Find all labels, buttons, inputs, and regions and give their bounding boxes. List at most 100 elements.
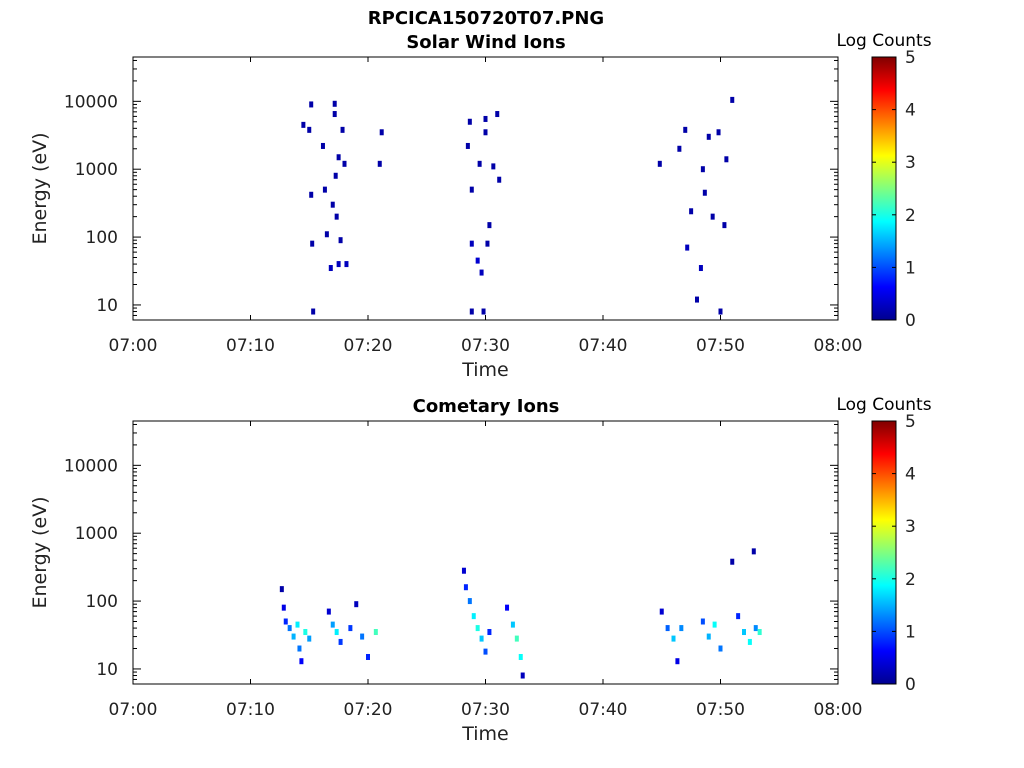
colorbar-tick-label: 5 bbox=[905, 48, 916, 68]
colorbar-tick-label: 3 bbox=[905, 153, 916, 173]
data-cell bbox=[469, 186, 474, 193]
data-cell bbox=[330, 621, 335, 628]
data-cell bbox=[344, 261, 349, 268]
data-cell bbox=[279, 586, 284, 593]
data-cell bbox=[379, 129, 384, 136]
data-cell bbox=[479, 269, 484, 276]
data-cell bbox=[495, 111, 500, 118]
colorbar-tick-label: 0 bbox=[905, 311, 916, 331]
x-tick-label: 07:30 bbox=[461, 336, 510, 356]
x-tick-label: 07:20 bbox=[344, 336, 393, 356]
data-cell bbox=[373, 629, 378, 636]
panel-1: 07:00 07:10 07:20 07:30 07:40 07:50 08:00 10 100… bbox=[29, 48, 916, 381]
colorbar-tick-label: 3 bbox=[905, 517, 916, 537]
data-cell bbox=[700, 166, 705, 173]
data-cell bbox=[303, 629, 308, 636]
data-cell bbox=[301, 121, 306, 128]
data-cell bbox=[487, 629, 492, 636]
data-cell bbox=[334, 629, 339, 636]
colorbar bbox=[871, 56, 897, 321]
y-tick-label: 100 bbox=[86, 592, 118, 612]
y-tick-label: 10000 bbox=[64, 456, 118, 476]
data-cell bbox=[698, 265, 703, 272]
y-tick-label: 100 bbox=[86, 228, 118, 248]
data-cell bbox=[706, 633, 711, 640]
data-cell bbox=[336, 154, 341, 161]
data-cell bbox=[724, 156, 729, 163]
colorbar bbox=[871, 420, 897, 685]
y-tick-label: 1000 bbox=[75, 524, 118, 544]
x-axis-label: Time bbox=[461, 723, 509, 745]
data-cell bbox=[309, 191, 314, 198]
y-tick-label: 10 bbox=[96, 296, 118, 316]
data-cell bbox=[751, 548, 756, 555]
x-tick-label: 07:10 bbox=[226, 336, 275, 356]
data-cell bbox=[742, 629, 746, 636]
data-cell bbox=[297, 645, 302, 652]
x-axis-label: Time bbox=[461, 359, 509, 381]
data-cell bbox=[722, 222, 727, 229]
data-cell bbox=[469, 240, 474, 247]
data-cell bbox=[718, 308, 723, 315]
colorbar-tick-label: 4 bbox=[905, 101, 916, 121]
data-cell bbox=[659, 608, 664, 615]
data-cell bbox=[475, 257, 480, 264]
plot-frame bbox=[132, 420, 839, 685]
data-cell bbox=[483, 648, 488, 655]
x-tick-label: 07:50 bbox=[696, 700, 745, 720]
x-tick-label: 08:00 bbox=[814, 336, 863, 356]
x-tick-label: 07:50 bbox=[696, 336, 745, 356]
colorbar-tick-label: 5 bbox=[905, 412, 916, 432]
x-tick-label: 07:10 bbox=[226, 700, 275, 720]
data-cell bbox=[677, 145, 682, 152]
data-cell bbox=[520, 672, 525, 679]
data-cell bbox=[712, 621, 717, 628]
page-title: RPCICA150720T07.PNG bbox=[367, 8, 605, 29]
data-cell bbox=[700, 618, 705, 625]
data-cell bbox=[706, 133, 711, 140]
data-cell bbox=[710, 213, 715, 220]
data-cell bbox=[671, 635, 676, 642]
data-cell bbox=[328, 265, 333, 272]
data-cell bbox=[685, 244, 690, 251]
data-cell bbox=[322, 186, 327, 193]
data-cell bbox=[730, 96, 735, 103]
data-cell bbox=[465, 142, 470, 149]
data-cell bbox=[332, 100, 337, 107]
data-cell bbox=[487, 222, 492, 229]
data-cell bbox=[291, 633, 296, 640]
data-cell bbox=[736, 613, 741, 620]
data-cell bbox=[514, 635, 519, 642]
data-cell bbox=[338, 237, 343, 244]
x-tick-label: 07:00 bbox=[109, 336, 158, 356]
x-tick-label: 07:40 bbox=[579, 336, 628, 356]
data-cell bbox=[463, 584, 468, 591]
data-cell bbox=[334, 213, 339, 220]
data-cell bbox=[333, 172, 338, 179]
data-cell bbox=[665, 625, 670, 632]
y-axis-label: Energy (eV) bbox=[29, 496, 51, 608]
data-cell bbox=[340, 126, 345, 133]
data-cell bbox=[471, 613, 476, 620]
data-cell bbox=[491, 163, 496, 170]
data-cell bbox=[467, 598, 472, 605]
data-cell bbox=[310, 240, 315, 247]
colorbar-tick-label: 0 bbox=[905, 675, 916, 695]
data-cell bbox=[518, 653, 523, 660]
data-cell bbox=[299, 658, 304, 665]
data-cell bbox=[354, 601, 359, 608]
y-tick-label: 1000 bbox=[75, 160, 118, 180]
data-cell bbox=[716, 129, 721, 136]
y-axis-label: Energy (eV) bbox=[29, 132, 51, 244]
data-cell bbox=[330, 201, 335, 208]
x-tick-label: 07:00 bbox=[109, 700, 158, 720]
data-cell bbox=[295, 621, 300, 628]
data-cell bbox=[730, 558, 735, 565]
colorbar-tick-label: 2 bbox=[905, 570, 916, 590]
data-cell bbox=[510, 621, 515, 628]
data-cell bbox=[348, 625, 353, 632]
data-cell bbox=[467, 118, 472, 125]
data-cell bbox=[311, 308, 316, 315]
data-cell bbox=[281, 604, 286, 611]
data-cell bbox=[307, 126, 312, 133]
